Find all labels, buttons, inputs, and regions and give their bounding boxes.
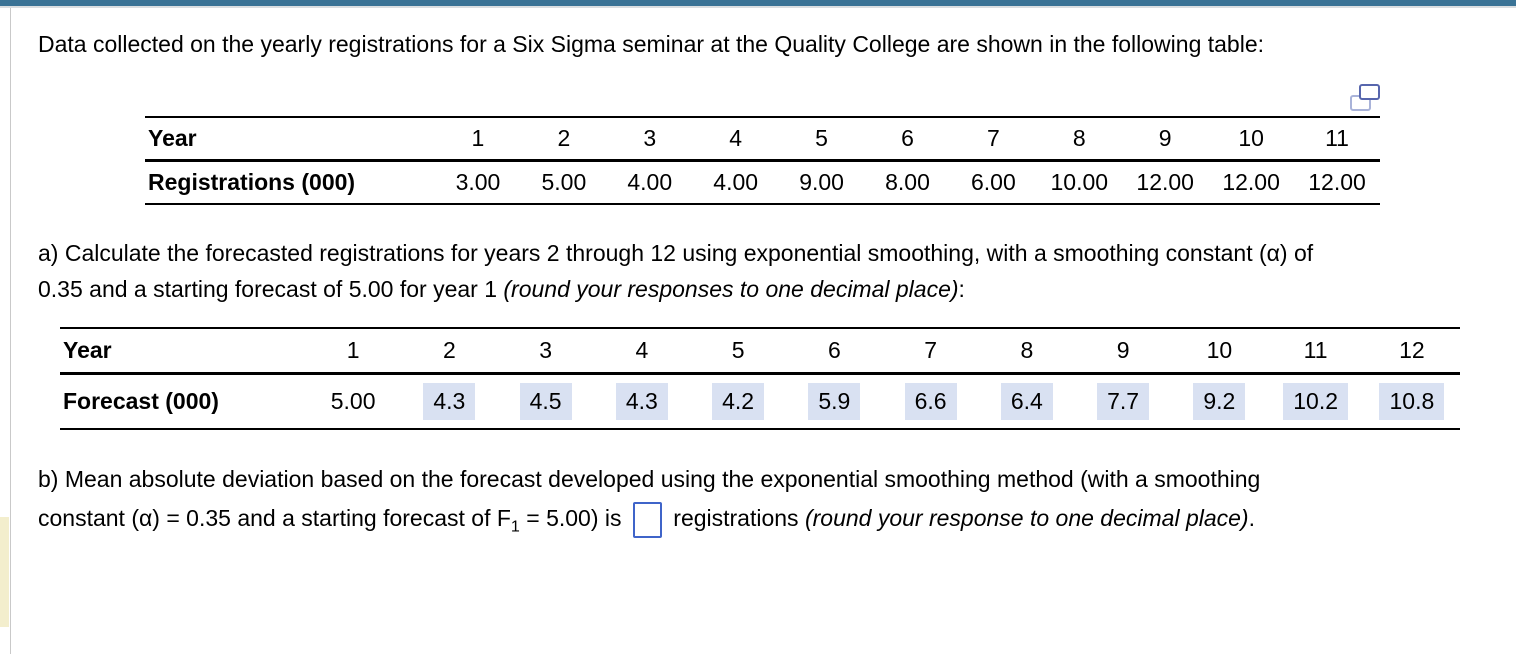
year-cell: 6 bbox=[864, 117, 951, 162]
part-a-italic-note: (round your responses to one decimal pla… bbox=[503, 276, 959, 302]
mad-answer-input[interactable] bbox=[632, 502, 662, 538]
year-cell: 7 bbox=[950, 117, 1037, 162]
forecast-year-row: Year 1 2 3 4 5 6 7 8 9 10 11 12 bbox=[60, 328, 1460, 375]
registrations-table-container: Year 1 2 3 4 5 6 7 8 9 10 11 Registratio… bbox=[145, 84, 1380, 205]
year-cell: 11 bbox=[1267, 328, 1364, 375]
year-cell: 9 bbox=[1075, 328, 1172, 375]
registration-value-cell: 12.00 bbox=[1222, 169, 1280, 195]
registrations-year-row: Year 1 2 3 4 5 6 7 8 9 10 11 bbox=[145, 117, 1380, 162]
year-cell: 1 bbox=[435, 117, 521, 162]
part-b-italic-note: (round your response to one decimal plac… bbox=[804, 505, 1249, 531]
window-top-accent-bar bbox=[0, 0, 1516, 6]
registration-value-cell: 4.00 bbox=[713, 169, 759, 195]
forecast-value-cell: 9.2 bbox=[1171, 374, 1267, 430]
forecast-value-cell: 6.6 bbox=[883, 374, 979, 430]
part-b-mid: = 5.00) is bbox=[519, 505, 628, 531]
year-cell: 4 bbox=[692, 117, 779, 162]
year-cell: 5 bbox=[690, 328, 787, 375]
part-b-tail: . bbox=[1248, 505, 1255, 531]
forecast-answer-highlight: 4.5 bbox=[519, 383, 572, 420]
forecast-answer-highlight: 6.4 bbox=[1000, 383, 1053, 420]
year-cell: 7 bbox=[882, 328, 979, 375]
registration-value-cell: 9.00 bbox=[799, 169, 844, 195]
f1-subscript: 1 bbox=[510, 517, 520, 536]
part-b-text: b) Mean absolute deviation based on the … bbox=[38, 460, 1488, 547]
part-b-post: registrations bbox=[666, 505, 805, 531]
year-cell: 8 bbox=[978, 328, 1075, 375]
year-cell: 6 bbox=[786, 328, 883, 375]
part-a-text: a) Calculate the forecasted registration… bbox=[38, 235, 1488, 307]
forecast-value-cell: 7.7 bbox=[1075, 374, 1171, 430]
part-b-line1: b) Mean absolute deviation based on the … bbox=[38, 466, 1261, 492]
forecast-table: Year 1 2 3 4 5 6 7 8 9 10 11 12 Forecast… bbox=[60, 327, 1460, 430]
registrations-value-row: Registrations (000) 3.00 5.00 4.00 4.00 … bbox=[145, 161, 1380, 205]
forecast-value-cell: 6.4 bbox=[979, 374, 1075, 430]
year-cell: 5 bbox=[778, 117, 865, 162]
registration-value-cell: 6.00 bbox=[971, 169, 1016, 195]
registration-value-cell: 4.00 bbox=[627, 169, 673, 195]
part-a-line2: 0.35 and a starting forecast of 5.00 for… bbox=[38, 276, 504, 302]
registrations-row-label: Registrations (000) bbox=[148, 169, 356, 195]
question-intro-text: Data collected on the yearly registratio… bbox=[38, 31, 1265, 57]
registration-value-cell: 12.00 bbox=[1136, 169, 1194, 195]
year-cell: 1 bbox=[305, 328, 402, 375]
registrations-table: Year 1 2 3 4 5 6 7 8 9 10 11 Registratio… bbox=[145, 116, 1380, 205]
forecast-value-cell: 4.5 bbox=[498, 374, 594, 430]
registration-value-cell: 3.00 bbox=[455, 169, 501, 195]
registration-value-cell: 5.00 bbox=[541, 169, 587, 195]
part-b-line2-pre: constant (α) = 0.35 and a starting forec… bbox=[38, 505, 511, 531]
year-cell: 3 bbox=[606, 117, 693, 162]
forecast-value-cell: 4.3 bbox=[401, 374, 497, 430]
left-panel-border bbox=[10, 8, 11, 654]
forecast-answer-highlight: 7.7 bbox=[1097, 383, 1150, 420]
year-cell: 2 bbox=[401, 328, 498, 375]
forecast-table-container: Year 1 2 3 4 5 6 7 8 9 10 11 12 Forecast… bbox=[60, 327, 1460, 430]
forecast-answer-highlight: 4.3 bbox=[615, 383, 668, 420]
registration-value-cell: 8.00 bbox=[885, 169, 930, 195]
forecast-answer-highlight: 5.9 bbox=[808, 383, 861, 420]
part-a-line1: a) Calculate the forecasted registration… bbox=[38, 240, 1314, 266]
left-scroll-highlight-strip bbox=[0, 517, 9, 627]
year-cell: 10 bbox=[1171, 328, 1268, 375]
forecast-answer-highlight: 10.2 bbox=[1283, 383, 1348, 420]
forecast-value-cell: 4.2 bbox=[690, 374, 786, 430]
forecast-value-cell: 10.8 bbox=[1364, 374, 1460, 430]
copy-icon-front-layer bbox=[1359, 84, 1380, 100]
year-cell: 8 bbox=[1036, 117, 1123, 162]
forecast-answer-highlight: 9.2 bbox=[1193, 383, 1246, 420]
year-cell: 3 bbox=[497, 328, 594, 375]
question-content: Data collected on the yearly registratio… bbox=[38, 24, 1488, 547]
forecast-answer-highlight: 10.8 bbox=[1379, 383, 1445, 420]
year-row-label: Year bbox=[145, 117, 435, 162]
year-cell: 9 bbox=[1122, 117, 1209, 162]
copy-icon[interactable] bbox=[1350, 84, 1380, 111]
year-cell: 10 bbox=[1208, 117, 1295, 162]
part-a-tail: : bbox=[958, 276, 965, 302]
forecast-value-cell: 5.9 bbox=[786, 374, 882, 430]
forecast-initial-cell: 5.00 bbox=[330, 388, 376, 414]
forecast-value-cell: 10.2 bbox=[1268, 374, 1364, 430]
forecast-value-cell: 4.3 bbox=[594, 374, 690, 430]
forecast-row-label: Forecast (000) bbox=[63, 388, 219, 414]
top-bar-divider bbox=[0, 6, 1516, 8]
year-cell: 11 bbox=[1294, 117, 1380, 162]
forecast-answer-highlight: 4.3 bbox=[423, 383, 476, 420]
year-cell: 4 bbox=[593, 328, 690, 375]
registration-value-cell: 12.00 bbox=[1308, 169, 1366, 195]
year-row-label: Year bbox=[60, 328, 305, 375]
registration-value-cell: 10.00 bbox=[1050, 169, 1109, 195]
forecast-value-row: Forecast (000) 5.00 4.3 4.5 4.3 4.2 5.9 … bbox=[60, 374, 1460, 430]
forecast-answer-highlight: 4.2 bbox=[712, 383, 765, 420]
year-cell: 12 bbox=[1363, 328, 1460, 375]
year-cell: 2 bbox=[520, 117, 607, 162]
forecast-answer-highlight: 6.6 bbox=[904, 383, 957, 420]
